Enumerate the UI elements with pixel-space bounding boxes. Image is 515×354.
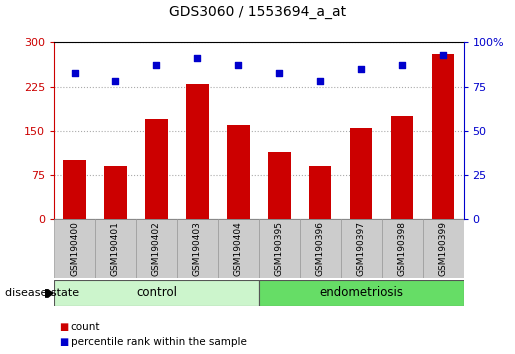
Text: GSM190395: GSM190395 [275,221,284,276]
Text: percentile rank within the sample: percentile rank within the sample [71,337,247,347]
Text: count: count [71,322,100,332]
Point [439,52,447,58]
FancyBboxPatch shape [259,219,300,278]
Bar [227,125,250,219]
Point [111,79,119,84]
Bar [104,166,127,219]
Text: GSM190397: GSM190397 [357,221,366,276]
Bar [63,160,86,219]
FancyBboxPatch shape [95,219,136,278]
Point [234,63,243,68]
FancyBboxPatch shape [422,219,464,278]
Point [152,63,161,68]
FancyBboxPatch shape [54,219,95,278]
Text: ■: ■ [59,337,68,347]
Bar [309,166,332,219]
FancyBboxPatch shape [218,219,259,278]
Text: GSM190400: GSM190400 [70,221,79,276]
Text: GSM190404: GSM190404 [234,221,243,276]
FancyBboxPatch shape [177,219,218,278]
Point [275,70,283,75]
Bar [268,152,290,219]
Text: GSM190396: GSM190396 [316,221,324,276]
Text: GSM190398: GSM190398 [398,221,406,276]
Text: disease state: disease state [5,288,79,298]
Text: GSM190403: GSM190403 [193,221,202,276]
Bar [391,116,414,219]
FancyBboxPatch shape [136,219,177,278]
Point [71,70,79,75]
Text: GDS3060 / 1553694_a_at: GDS3060 / 1553694_a_at [169,5,346,19]
FancyBboxPatch shape [300,219,341,278]
FancyArrow shape [45,290,53,297]
Text: control: control [136,286,177,299]
Point [193,56,201,61]
Text: ■: ■ [59,322,68,332]
Bar [186,84,209,219]
Text: endometriosis: endometriosis [319,286,403,299]
Text: GSM190401: GSM190401 [111,221,120,276]
Bar [432,54,454,219]
FancyBboxPatch shape [259,280,464,306]
FancyBboxPatch shape [341,219,382,278]
Point [357,66,365,72]
FancyBboxPatch shape [382,219,422,278]
Bar [145,119,168,219]
Point [316,79,324,84]
Bar [350,128,372,219]
Text: GSM190399: GSM190399 [439,221,448,276]
Text: GSM190402: GSM190402 [152,221,161,276]
Point [398,63,406,68]
FancyBboxPatch shape [54,280,259,306]
